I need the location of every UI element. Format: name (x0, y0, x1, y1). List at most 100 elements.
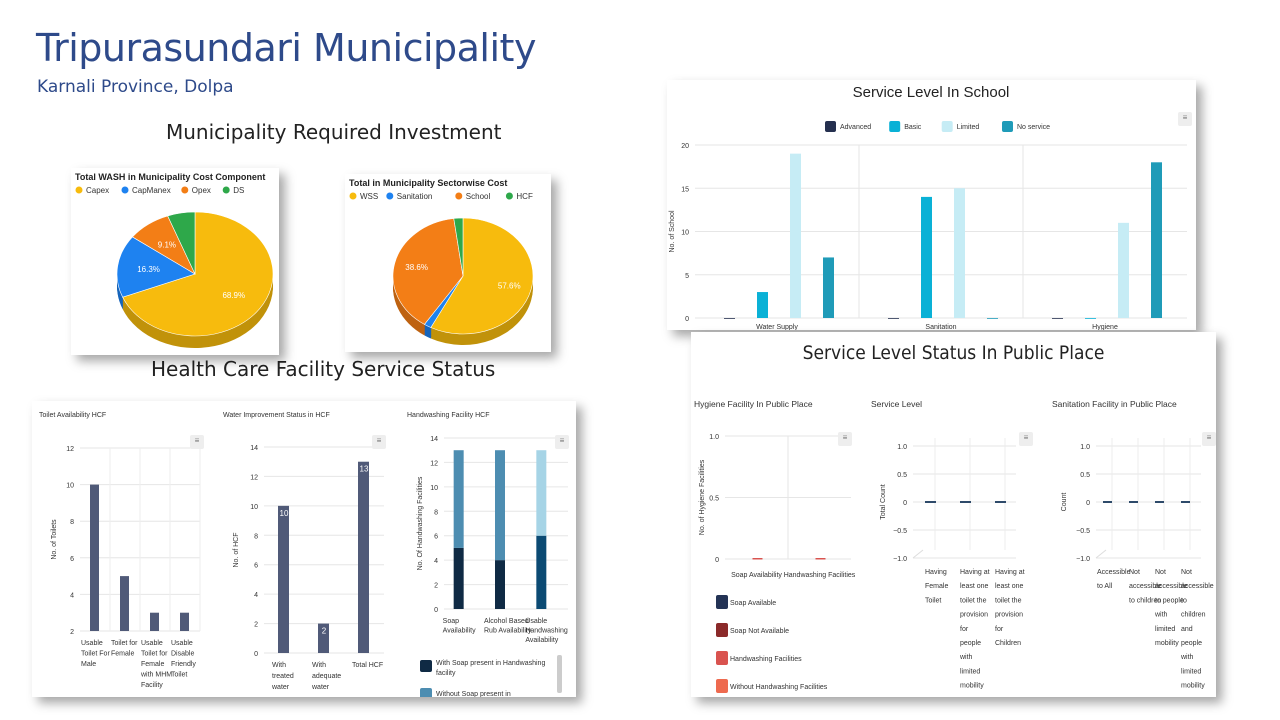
x-tick-label: with (959, 654, 973, 661)
x-tick-label: Rub Availability (484, 628, 532, 635)
page-title: Tripurasundari Municipality (36, 26, 536, 70)
bar (120, 576, 129, 631)
legend-label: Capex (86, 186, 109, 195)
x-tick-label: limited (1155, 626, 1175, 633)
y-tick-label: 0 (254, 651, 258, 658)
chart-title: Sanitation Facility in Public Place (1052, 399, 1177, 409)
x-tick-label: Having (925, 569, 947, 576)
x-tick-label: Accessible (1097, 569, 1131, 576)
chart-title: Service Level In School (853, 84, 1010, 101)
bar (1103, 501, 1112, 503)
legend-scrollbar[interactable] (557, 655, 562, 693)
x-tick-label: Disable (171, 651, 194, 658)
y-tick-label: 0.5 (897, 472, 907, 479)
pie-slice (453, 217, 464, 277)
legend-marker (75, 186, 83, 194)
x-tick-label: accessible (1155, 583, 1188, 590)
x-tick-label: Handwashing (525, 628, 568, 635)
bar-value-label: 13 (360, 465, 369, 474)
y-tick-label: 0.5 (709, 496, 719, 503)
pie-slice (116, 236, 196, 298)
legend-marker (825, 121, 836, 132)
legend-label: facility (436, 670, 456, 677)
chart-menu-icon[interactable]: ≡ (838, 432, 852, 446)
legend-label: Limited (957, 124, 980, 131)
legend-marker (386, 192, 394, 200)
x-tick-label: Usable (171, 640, 193, 647)
x-tick-label: Sanitation (925, 324, 956, 330)
chart-title: Total WASH in Municipality Cost Componen… (75, 172, 265, 182)
y-tick-label: −1.0 (893, 556, 907, 563)
x-tick-label: Usable (81, 640, 103, 647)
legend-label: School (466, 192, 491, 201)
y-tick-label: −0.5 (893, 528, 907, 535)
bar (1151, 162, 1162, 318)
public-panel: Service Level Status In Public Place Hyg… (691, 332, 1216, 697)
x-tick-label: for (960, 626, 969, 633)
y-tick-label: 6 (70, 556, 74, 563)
y-tick-label: 10 (430, 485, 438, 492)
bar (960, 501, 971, 503)
x-tick-label: Having at (995, 569, 1025, 576)
y-tick-label: 8 (70, 519, 74, 526)
pie-slice (430, 217, 534, 335)
legend-label: DS (233, 186, 244, 195)
bar (536, 535, 547, 609)
y-tick-label: −1.0 (1076, 556, 1090, 563)
bar (757, 292, 768, 318)
x-tick-label: Hygiene (1092, 324, 1118, 330)
y-tick-label: 1.0 (1080, 444, 1090, 451)
x-tick-label: Female (111, 651, 134, 658)
x-tick-label: mobility (960, 683, 984, 690)
x-tick-label: mobility (1181, 683, 1205, 690)
bar (790, 153, 801, 318)
x-tick-label: Not (1155, 569, 1166, 576)
x-tick-label: Female (141, 661, 164, 668)
public-panel-title: Service Level Status In Public Place (802, 342, 1105, 364)
x-tick-label: Having at (960, 569, 990, 576)
x-tick-label: limited (960, 668, 980, 675)
cost-component-chart: Total WASH in Municipality Cost Componen… (71, 168, 279, 355)
y-tick-label: 8 (434, 509, 438, 516)
y-tick-label: 0.5 (1080, 472, 1090, 479)
hcf-panel: Toilet Availability HCF 2 4 6 8 10 12 No. of To… (32, 401, 576, 697)
x-tick-label: Toilet (925, 597, 941, 604)
bar (752, 558, 763, 560)
x-tick-label: Availability (525, 637, 558, 644)
slice-value-label: 68.9% (222, 291, 245, 300)
y-axis-label: No. of Toilets (51, 519, 58, 560)
bar (888, 318, 899, 319)
chart-menu-icon[interactable]: ≡ (1178, 112, 1192, 126)
y-tick-label: 14 (430, 436, 438, 443)
bar (724, 318, 735, 319)
y-tick-label: 4 (254, 592, 258, 599)
axis-edge (912, 549, 924, 559)
slice-value-label: 16.3% (137, 265, 160, 274)
chart-menu-icon[interactable]: ≡ (1019, 432, 1033, 446)
x-tick-label: to (1181, 597, 1187, 604)
x-tick-label: Total HCF (352, 662, 383, 669)
x-tick-label: toilet the (995, 597, 1022, 604)
x-tick-label: and (1181, 626, 1193, 633)
pie-slice (122, 211, 274, 337)
chart-menu-icon[interactable]: ≡ (1202, 432, 1216, 446)
chart-menu-icon[interactable]: ≡ (555, 435, 569, 449)
bar (1118, 222, 1129, 318)
chart-menu-icon[interactable]: ≡ (372, 435, 386, 449)
y-axis-label: Count (1061, 493, 1068, 512)
y-tick-label: −0.5 (1076, 528, 1090, 535)
x-tick-label: to people (1155, 597, 1184, 604)
legend-marker (505, 192, 513, 200)
legend-label: Without Soap present in (436, 691, 511, 697)
legend-label: Soap Available (730, 600, 776, 607)
bar (495, 450, 505, 561)
x-tick-label: people (960, 640, 981, 647)
x-tick-label: water (271, 684, 290, 691)
y-tick-label: 0 (903, 500, 907, 507)
chart-menu-icon[interactable]: ≡ (190, 435, 204, 449)
axis-edge (1095, 549, 1107, 559)
school-chart: Service Level In School Advanced Basic Limi… (667, 80, 1196, 330)
y-tick-label: 10 (681, 230, 689, 237)
y-tick-label: 2 (434, 583, 438, 590)
x-tick-label: water (311, 684, 330, 691)
